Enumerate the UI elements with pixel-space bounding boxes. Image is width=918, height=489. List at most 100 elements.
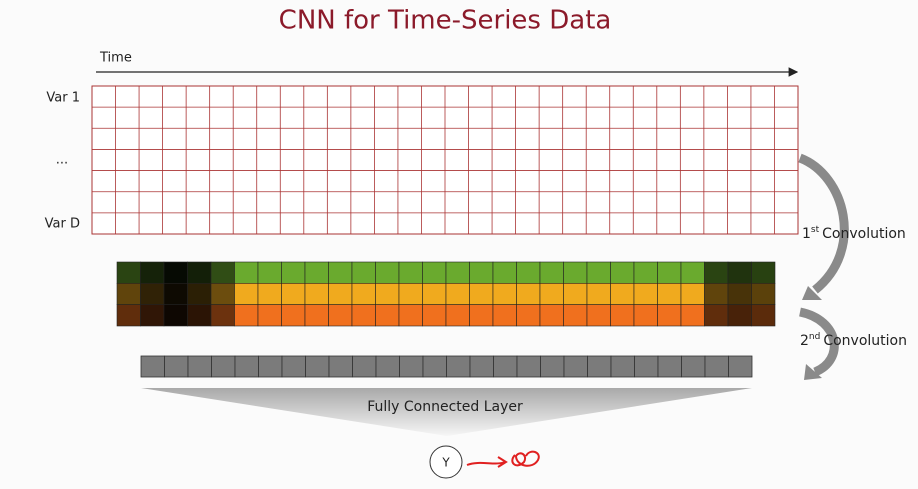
feature-cell [728,355,753,378]
feature-cell [563,304,588,327]
feature-cell [446,355,471,378]
feature-cell [633,283,658,305]
feature-cell [516,283,541,305]
feature-cell [704,261,729,284]
scribble [466,450,540,468]
feature-cell [704,304,729,327]
row-label: Var 1 [46,91,80,106]
feature-cell [140,355,165,378]
feature-cell [492,304,517,327]
feature-cell [328,261,353,284]
feature-cell [210,283,235,305]
feature-cell [398,261,423,284]
feature-cell [281,355,306,378]
conv-arrow [798,307,839,377]
feature-cell [633,261,658,284]
feature-cell [492,261,517,284]
feature-cell [281,261,306,284]
feature-cell [704,355,729,378]
feature-cell [539,261,564,284]
feature-cell [140,261,165,284]
feature-cell [257,283,282,305]
feature-cell [163,283,188,305]
conv-text: Convolution [823,333,907,349]
feature-cell [469,355,494,378]
conv-arrow-head [804,364,822,380]
feature-cell [304,283,329,305]
feature-cell [163,261,188,284]
dense-layer [141,388,752,436]
feature-cell [351,261,376,284]
feature-cell [328,355,353,378]
conv1-output [116,261,776,327]
suffix: st [811,225,820,235]
conv-label: 1st Convolution [802,225,906,243]
feature-cell [610,261,635,284]
feature-cell [116,283,141,305]
conv-arrow-head [802,286,822,300]
feature-cell [422,283,447,305]
feature-cell [587,355,612,378]
feature-cell [563,355,588,378]
feature-cell [352,355,377,378]
feature-cell [657,355,682,378]
feature-cell [680,304,705,327]
feature-cell [234,355,259,378]
feature-cell [210,261,235,284]
feature-cell [398,304,423,327]
output-node [429,445,463,479]
feature-cell [539,304,564,327]
feature-cell [563,283,588,305]
feature-cell [281,304,306,327]
row-label: ... [56,153,68,168]
feature-cell [704,283,729,305]
feature-cell [469,261,494,284]
feature-cell [234,283,259,305]
feature-cell [539,283,564,305]
feature-cell [469,283,494,305]
conv-text: Convolution [822,226,906,242]
input-grid [91,85,799,235]
feature-cell [210,304,235,327]
feature-cell [304,261,329,284]
feature-cell [493,355,518,378]
feature-cell [328,304,353,327]
ordinal: 2 [800,333,809,349]
feature-cell [610,355,635,378]
title: CNN for Time-Series Data [279,6,612,36]
feature-cell [540,355,565,378]
feature-cell [305,355,330,378]
feature-cell [399,355,424,378]
feature-cell [680,283,705,305]
feature-cell [727,304,752,327]
feature-cell [422,355,447,378]
feature-cell [351,304,376,327]
suffix: nd [809,332,820,342]
row-label: Var D [45,217,80,232]
feature-cell [610,304,635,327]
feature-cell [610,283,635,305]
feature-cell [751,261,776,284]
feature-cell [375,355,400,378]
feature-cell [398,283,423,305]
feature-cell [586,283,611,305]
feature-cell [657,283,682,305]
feature-cell [234,304,259,327]
feature-cell [445,283,470,305]
feature-cell [257,261,282,284]
feature-cell [351,283,376,305]
feature-cell [187,283,212,305]
feature-cell [445,304,470,327]
feature-cell [187,304,212,327]
feature-cell [469,304,494,327]
feature-cell [116,261,141,284]
feature-cell [140,283,165,305]
feature-cell [633,304,658,327]
feature-cell [516,355,541,378]
feature-cell [281,283,306,305]
feature-cell [586,304,611,327]
feature-cell [727,283,752,305]
feature-cell [258,355,283,378]
conv-label: 2nd Convolution [800,332,907,350]
